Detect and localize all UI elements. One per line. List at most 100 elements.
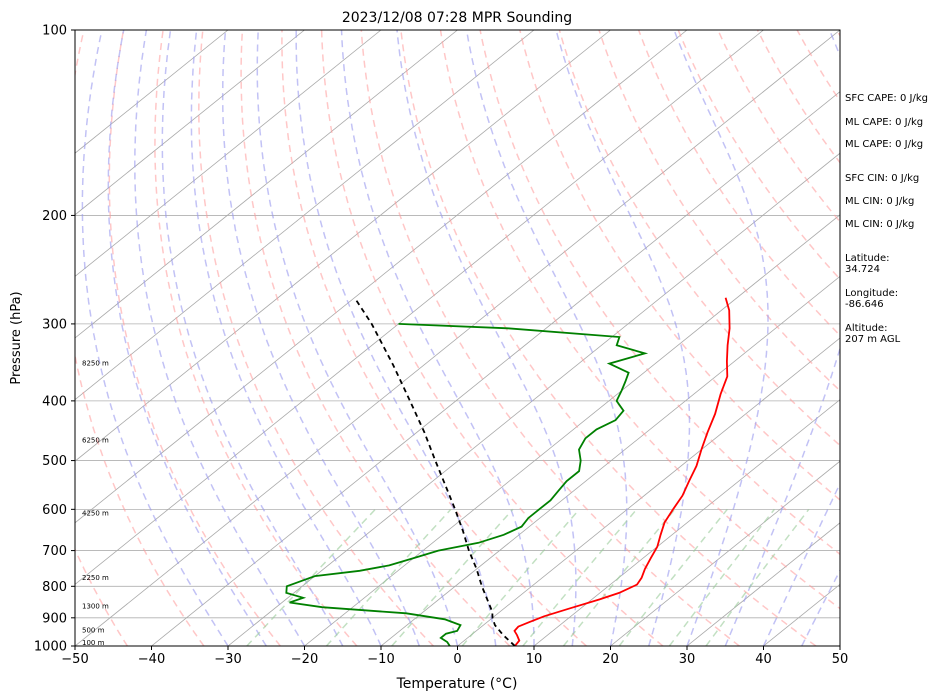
ml-cape-text: ML CAPE: 0 J/kg	[845, 117, 924, 128]
isotherm-line	[75, 30, 229, 154]
y-axis-ticks: 100 200 300 400 500 600 700 800 900 1000	[34, 24, 75, 655]
dry-adiabat-line	[154, 30, 358, 646]
isotherm-line	[75, 30, 535, 401]
mixing-ratio-line	[668, 508, 775, 646]
height-label: 2250 m	[82, 574, 109, 582]
x-tick-label: −30	[214, 652, 241, 667]
moist-adiabat-line	[396, 30, 577, 646]
dry-adiabat-line	[240, 30, 511, 646]
y-tick-label: 700	[42, 544, 67, 559]
isotherm-line	[457, 337, 840, 646]
latitude-label: Latitude:	[845, 253, 890, 264]
y-axis-label: Pressure (hPa)	[9, 291, 24, 384]
dry-adiabat-line	[479, 30, 840, 556]
isotherm-line	[227, 152, 840, 646]
moist-adiabat-line	[221, 30, 420, 646]
isotherm-line	[533, 399, 840, 646]
mixing-ratio-line	[461, 508, 580, 646]
y-tick-label: 200	[42, 209, 67, 224]
y-tick-label: 600	[42, 503, 67, 518]
height-label: 500 m	[82, 627, 105, 635]
dry-adiabat-line	[360, 30, 740, 646]
x-tick-label: −10	[367, 652, 394, 667]
longitude-label: Longitude:	[845, 288, 899, 299]
moist-adiabat-line	[340, 30, 535, 646]
moist-adiabat-line	[161, 30, 344, 646]
isotherm-line	[75, 30, 764, 585]
moist-adiabat-line	[107, 30, 267, 646]
moist-adiabat-line	[724, 30, 840, 646]
altitude-label: Altitude:	[845, 323, 888, 334]
isotherm-line	[686, 522, 840, 646]
isotherm-line	[75, 30, 611, 462]
dry-adiabat-line	[108, 30, 281, 646]
longitude-value: -86.646	[845, 299, 884, 310]
dry-adiabat-line	[320, 30, 664, 646]
dry-adiabat-line	[558, 30, 840, 447]
height-label: 6250 m	[82, 437, 109, 445]
x-tick-label: 10	[526, 652, 543, 667]
isotherm-line	[75, 30, 382, 277]
x-tick-label: −20	[291, 652, 318, 667]
chart-title: 2023/12/08 07:28 MPR Sounding	[342, 10, 572, 26]
y-tick-label: 800	[42, 580, 67, 595]
isotherm-line	[151, 91, 840, 646]
height-label: 100 m	[82, 639, 105, 647]
moist-adiabat-line	[465, 30, 628, 646]
dry-adiabat-line	[439, 30, 840, 610]
mixing-ratio-line	[618, 508, 728, 646]
moist-adiabat-line	[256, 30, 459, 646]
ml-cin-text: ML CIN: 0 J/kg	[845, 196, 915, 207]
isotherm-line	[380, 275, 840, 646]
moist-adiabat-line	[555, 30, 691, 646]
sfc-cin-text: SFC CIN: 0 J/kg	[845, 173, 920, 184]
dry-adiabat-line	[198, 30, 434, 646]
dewpoint-trace	[285, 323, 649, 646]
x-tick-label: 30	[679, 652, 696, 667]
y-tick-label: 1000	[34, 640, 67, 655]
x-tick-label: 0	[453, 652, 461, 667]
mixing-ratio-line	[246, 508, 376, 646]
y-tick-label: 100	[42, 24, 67, 39]
altitude-value: 207 m AGL	[845, 334, 901, 345]
y-tick-label: 300	[42, 317, 67, 332]
sfc-cape-text: SFC CAPE: 0 J/kg	[845, 93, 928, 104]
x-tick-label: 50	[832, 652, 849, 667]
mixing-ratio-line	[705, 508, 810, 646]
mixing-ratio-line	[522, 508, 638, 646]
y-tick-label: 900	[42, 611, 67, 626]
dry-adiabat-line	[75, 30, 205, 646]
moist-adiabat-line	[801, 568, 840, 646]
y-tick-label: 400	[42, 394, 67, 409]
moist-adiabat-line	[134, 30, 306, 646]
y-tick-label: 500	[42, 454, 67, 469]
moist-adiabat-line	[190, 30, 382, 646]
moist-adiabat-line	[295, 30, 497, 646]
x-tick-label: −50	[61, 652, 88, 667]
isotherm-line	[75, 30, 458, 339]
dry-adiabat-line	[637, 30, 840, 337]
isotherm-line	[304, 214, 840, 646]
mixing-ratio-line	[325, 508, 452, 646]
parcel-trace	[353, 297, 516, 646]
dry-adiabat-line	[75, 547, 129, 646]
mixing-ratio-line	[391, 508, 514, 646]
height-label: 8250 m	[82, 360, 109, 368]
isotherm-line	[75, 30, 688, 524]
moist-adiabat-line	[673, 30, 769, 646]
isotherm-line	[610, 460, 840, 646]
isotherm-line	[75, 30, 305, 216]
ml-cape-text-2: ML CAPE: 0 J/kg	[845, 139, 924, 150]
height-label: 1300 m	[82, 602, 109, 610]
ml-cin-text-2: ML CIN: 0 J/kg	[845, 219, 915, 230]
sounding-traces	[285, 297, 731, 646]
x-axis-label: Temperature (°C)	[396, 676, 518, 692]
height-label: 4250 m	[82, 509, 109, 517]
moist-adiabat-line	[762, 481, 840, 646]
latitude-value: 34.724	[845, 264, 880, 275]
x-tick-label: −40	[138, 652, 165, 667]
dry-adiabat-line	[281, 30, 587, 646]
x-tick-label: 20	[602, 652, 619, 667]
dry-adiabat-line	[400, 30, 817, 646]
moist-adiabat-line	[81, 30, 229, 646]
